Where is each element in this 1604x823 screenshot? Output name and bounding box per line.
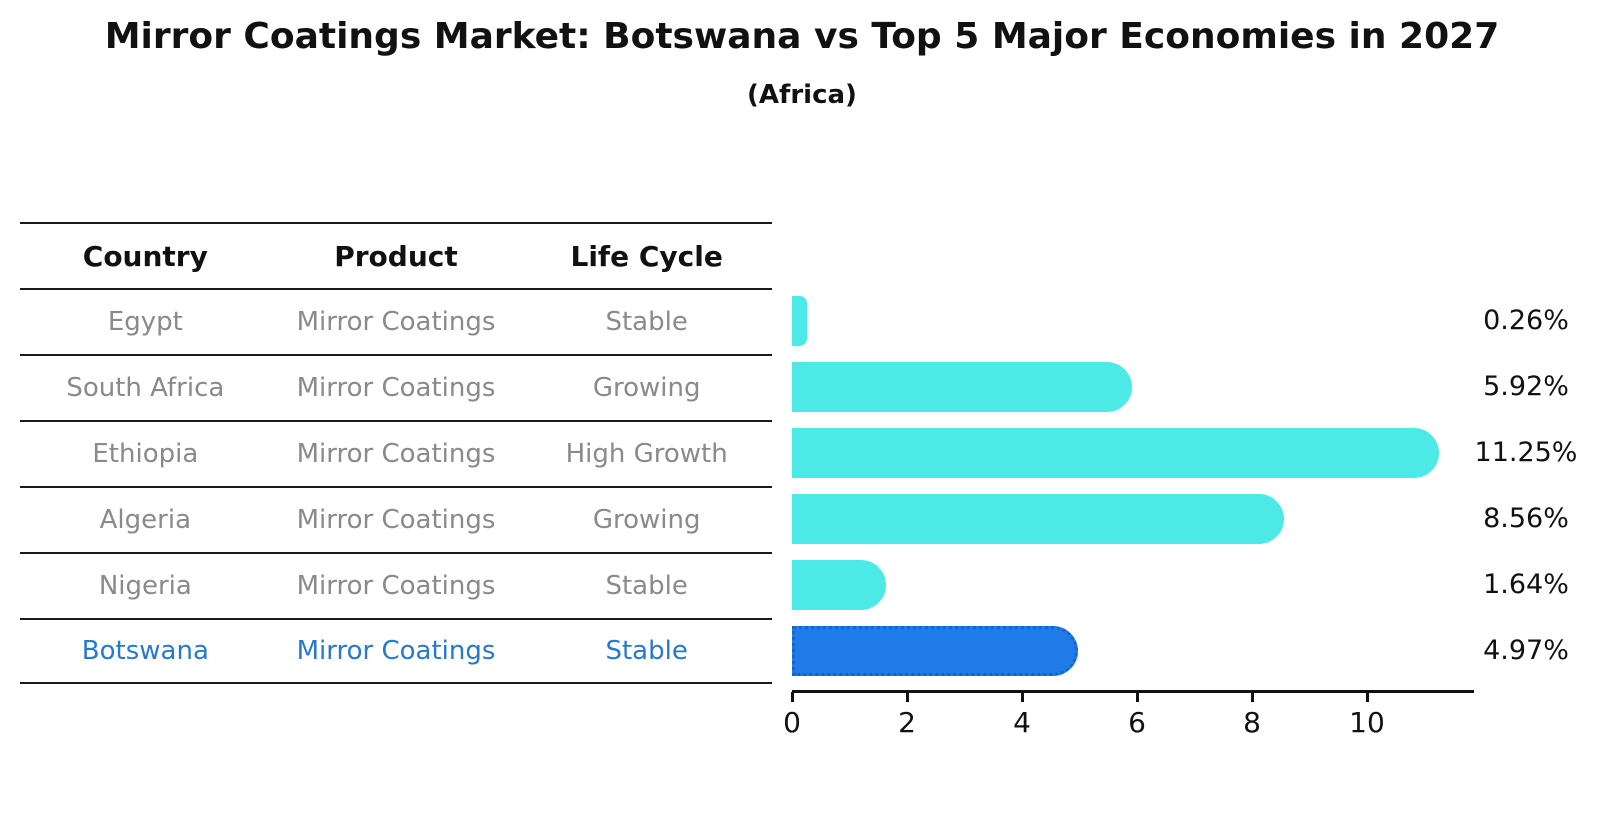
bar-botswana	[792, 626, 1078, 676]
x-tick	[1365, 692, 1369, 702]
x-tick	[1020, 692, 1024, 702]
bar-value-label: 8.56%	[1483, 503, 1569, 534]
bar-nigeria	[792, 560, 887, 610]
table-cell-product: Mirror Coatings	[296, 439, 496, 469]
x-tick-label: 8	[1243, 706, 1261, 739]
table-cell-life-cycle: Growing	[592, 373, 701, 403]
comparison-table: Country Product Life Cycle Egypt Mirror C…	[20, 222, 772, 684]
table-row: Botswana Mirror Coatings Stable	[20, 618, 772, 684]
bar-egypt	[792, 296, 807, 346]
bar-south-africa	[792, 362, 1133, 412]
table-cell-life-cycle: Stable	[605, 571, 688, 601]
table-cell-country: Ethiopia	[92, 439, 199, 469]
col-header-country: Country	[82, 239, 208, 273]
col-header-life-cycle: Life Cycle	[570, 239, 723, 273]
x-tick-label: 0	[783, 706, 801, 739]
bar-value-label: 4.97%	[1483, 635, 1569, 666]
bar-ethiopia	[792, 428, 1439, 478]
x-tick-label: 2	[898, 706, 916, 739]
chart-title: Mirror Coatings Market: Botswana vs Top …	[104, 16, 1500, 57]
table-cell-country: Egypt	[107, 307, 183, 337]
table-row: Ethiopia Mirror Coatings High Growth	[20, 420, 772, 486]
x-tick	[905, 692, 909, 702]
x-tick-label: 4	[1013, 706, 1031, 739]
bar-algeria	[792, 494, 1285, 544]
bar-value-label: 11.25%	[1474, 437, 1578, 468]
table-cell-product: Mirror Coatings	[296, 307, 496, 337]
table-cell-product: Mirror Coatings	[296, 571, 496, 601]
table-cell-life-cycle: High Growth	[565, 439, 728, 469]
table-cell-life-cycle: Growing	[592, 505, 701, 535]
table-cell-country: Nigeria	[98, 571, 192, 601]
x-tick	[1135, 692, 1139, 702]
table-cell-country: Botswana	[81, 636, 209, 666]
table-row: Nigeria Mirror Coatings Stable	[20, 552, 772, 618]
table-cell-product: Mirror Coatings	[296, 373, 496, 403]
table-header-row: Country Product Life Cycle	[20, 222, 772, 288]
x-tick-label: 10	[1349, 706, 1385, 739]
x-axis	[792, 690, 1474, 693]
table-cell-country: South Africa	[66, 373, 225, 403]
bar-value-label: 0.26%	[1483, 305, 1569, 336]
table-cell-life-cycle: Stable	[605, 307, 688, 337]
bar-value-label: 5.92%	[1483, 371, 1569, 402]
table-cell-product: Mirror Coatings	[296, 505, 496, 535]
col-header-product: Product	[334, 239, 458, 273]
x-tick	[790, 692, 794, 702]
table-cell-life-cycle: Stable	[605, 636, 688, 666]
table-row: Egypt Mirror Coatings Stable	[20, 288, 772, 354]
x-tick-label: 6	[1128, 706, 1146, 739]
bar-value-label: 1.64%	[1483, 569, 1569, 600]
chart-subtitle: (Africa)	[747, 80, 857, 110]
x-tick	[1250, 692, 1254, 702]
table-row: South Africa Mirror Coatings Growing	[20, 354, 772, 420]
table-row: Algeria Mirror Coatings Growing	[20, 486, 772, 552]
table-cell-product: Mirror Coatings	[296, 636, 496, 666]
table-cell-country: Algeria	[99, 505, 191, 535]
